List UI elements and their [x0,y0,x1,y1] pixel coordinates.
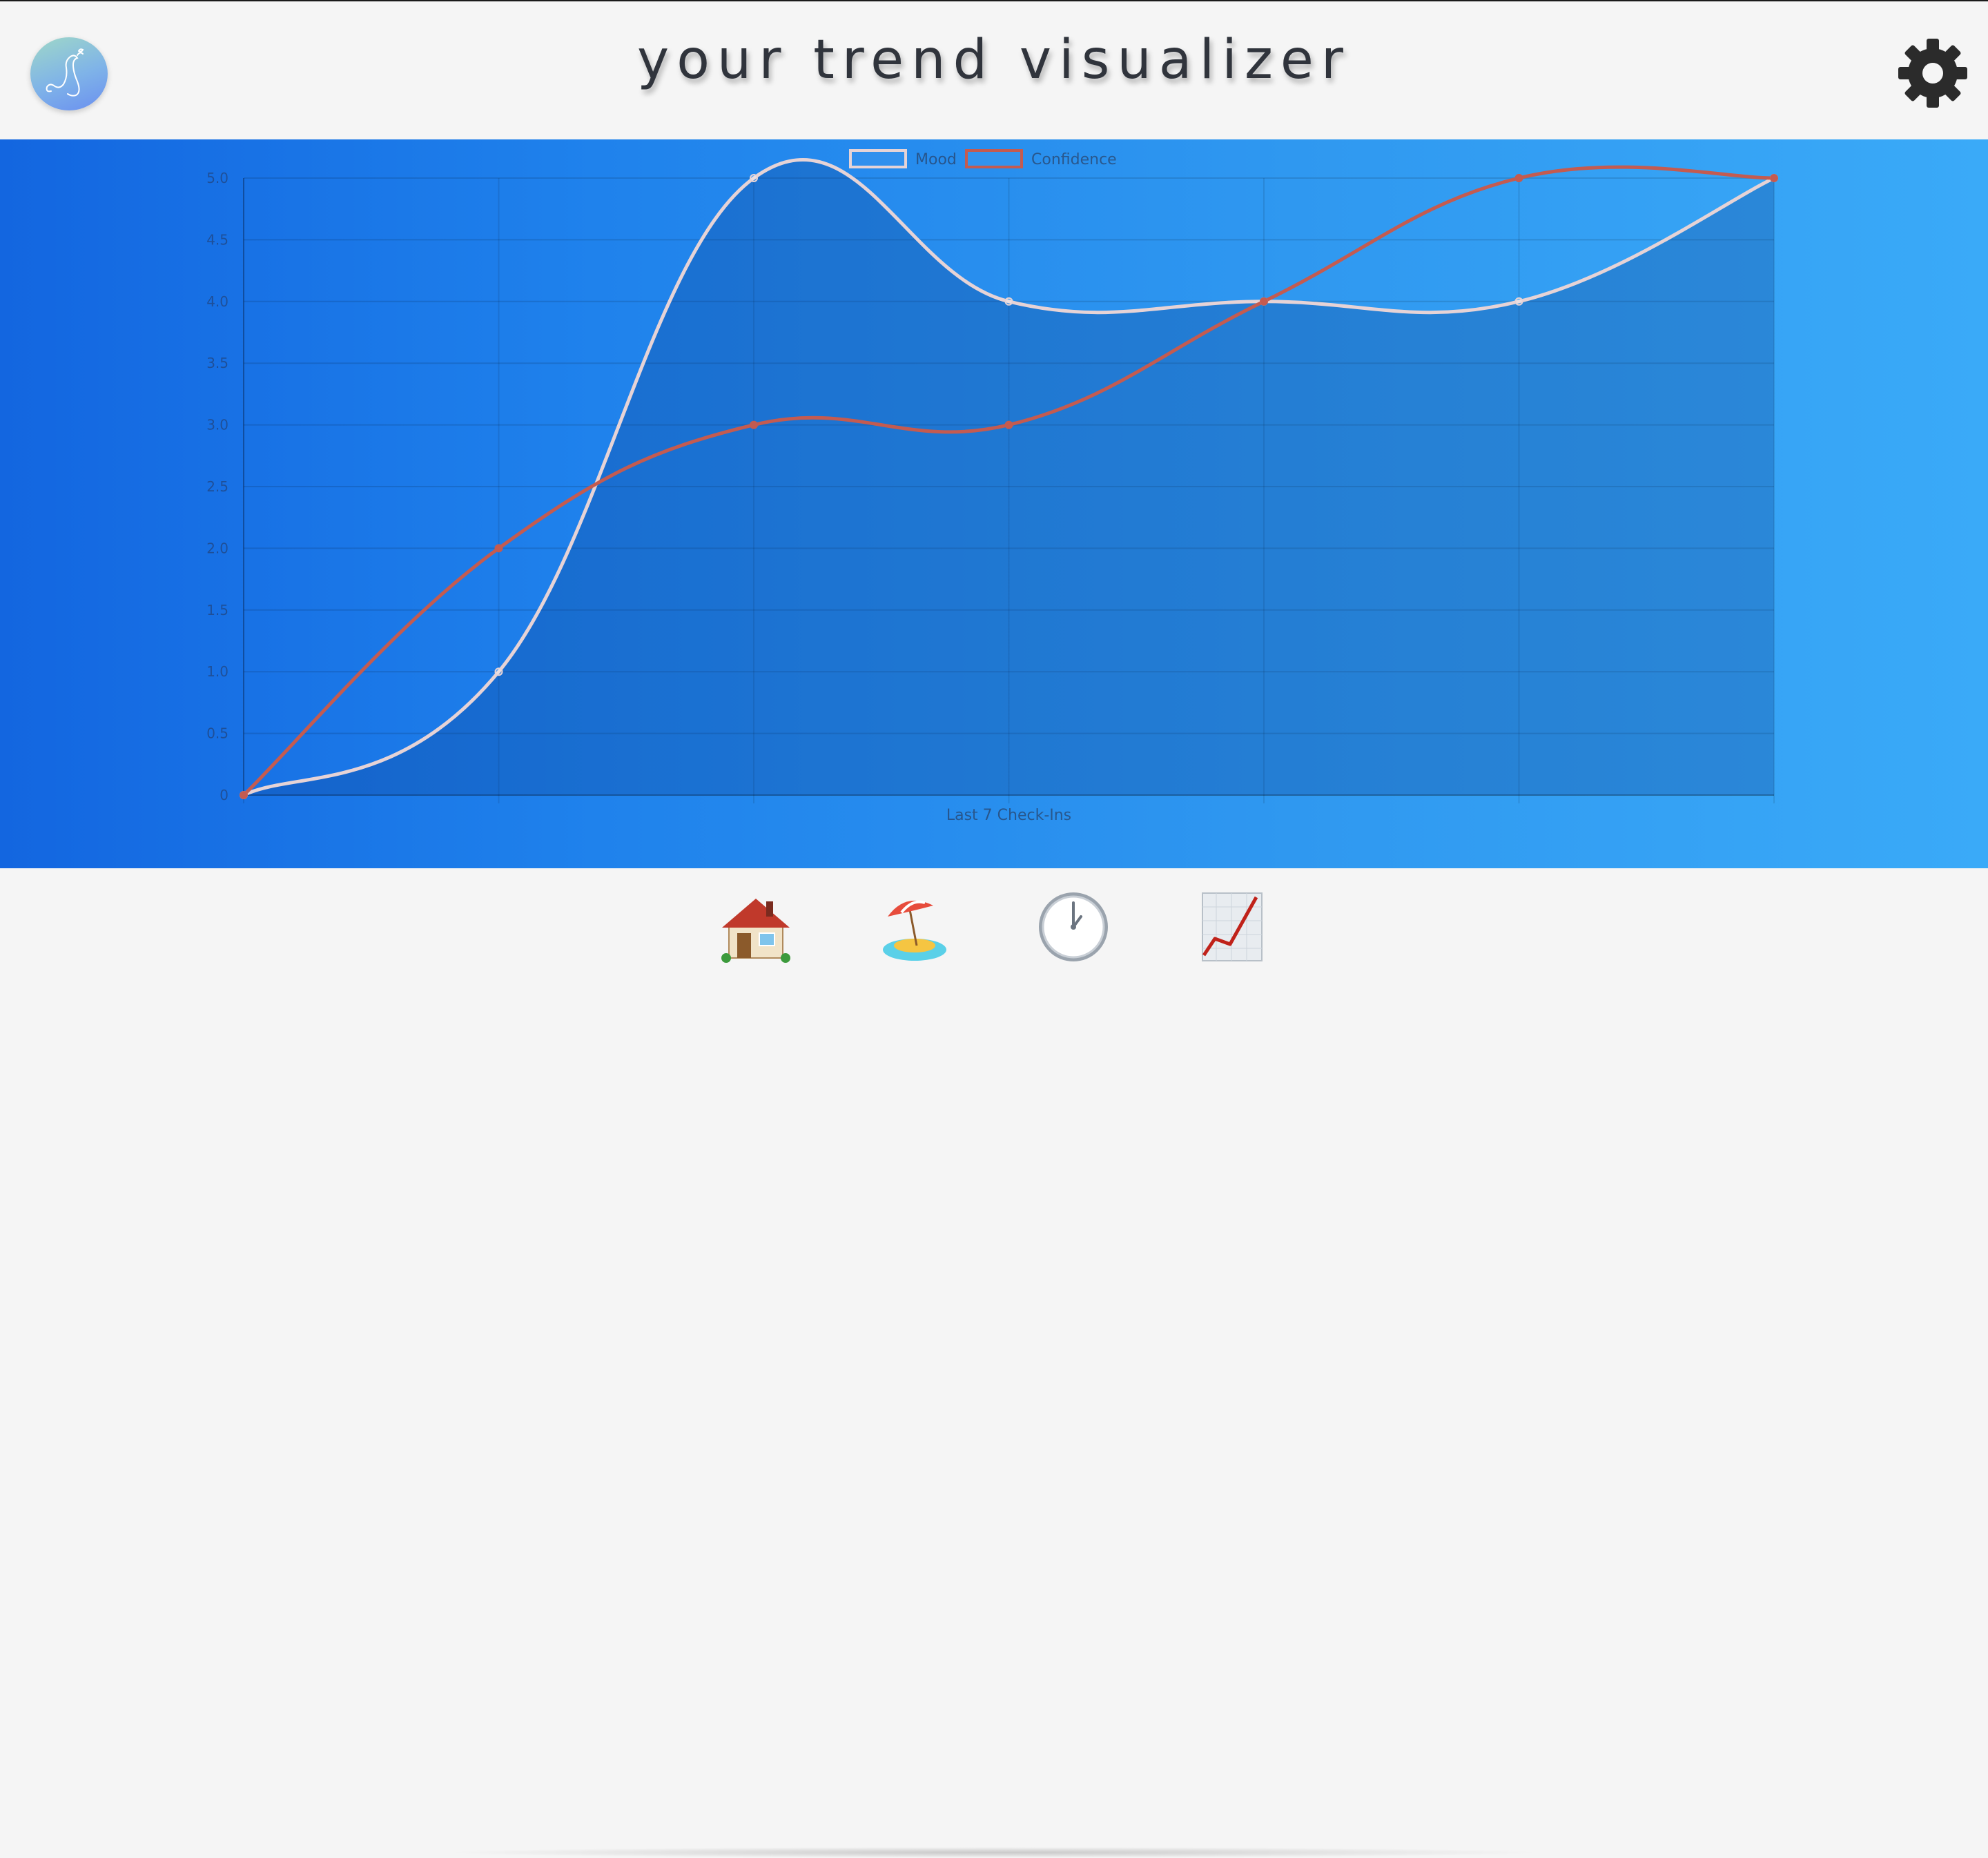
series-line-mood [242,158,1776,797]
data-point-mood[interactable] [1514,297,1523,306]
data-point-confidence[interactable] [240,791,248,799]
x-axis-label: Last 7 Check-Ins [946,807,1071,824]
y-tick-label: 4.0 [206,293,228,310]
y-tick-label: 4.5 [206,231,228,248]
data-point-confidence[interactable] [494,544,503,553]
y-tick-label: 1.0 [206,663,228,680]
data-point-confidence[interactable] [1260,297,1268,306]
chart-container: 0 0.5 1.0 1.5 2.0 2.5 3.0 3.5 4.0 4.5 5.0 Last 7 Ch… [0,139,1988,868]
app-logo-icon[interactable] [30,37,108,110]
series-fill-mood [244,159,1774,795]
y-tick-label: 5.0 [206,170,228,186]
data-point-confidence[interactable] [1514,174,1523,182]
y-tick-label: 2.0 [206,540,228,556]
y-tick-label: 1.5 [206,602,228,618]
gear-icon[interactable] [1897,37,1969,109]
page-title: your trend visualizer [637,29,1351,91]
y-tick-label: 0.5 [206,725,228,742]
nav-shadow [442,1847,1546,1858]
house-icon[interactable] [718,889,794,965]
data-point-confidence[interactable] [750,420,758,429]
top-border [0,0,1988,1]
clock-icon[interactable] [1035,889,1111,965]
y-tick-label: 2.5 [206,478,228,495]
legend-swatch [849,149,907,168]
data-point-confidence[interactable] [1004,420,1013,429]
legend-swatch [965,149,1023,168]
data-point-mood[interactable] [750,174,758,182]
y-tick-label: 3.0 [206,417,228,433]
data-point-confidence[interactable] [1770,174,1778,182]
header: your trend visualizer [0,1,1988,139]
data-point-mood[interactable] [494,667,503,676]
chart-increasing-icon[interactable] [1194,889,1270,965]
y-tick-label: 0 [220,787,228,803]
legend-label: Confidence [1031,151,1117,168]
trend-chart: 0 0.5 1.0 1.5 2.0 2.5 3.0 3.5 4.0 4.5 5.0 Last 7 Ch… [206,149,1778,824]
data-point-mood[interactable] [1004,297,1013,306]
bottom-nav [0,868,1988,1858]
y-tick-label: 3.5 [206,355,228,371]
legend-label: Mood [915,151,957,168]
beach-umbrella-icon[interactable] [877,889,953,965]
